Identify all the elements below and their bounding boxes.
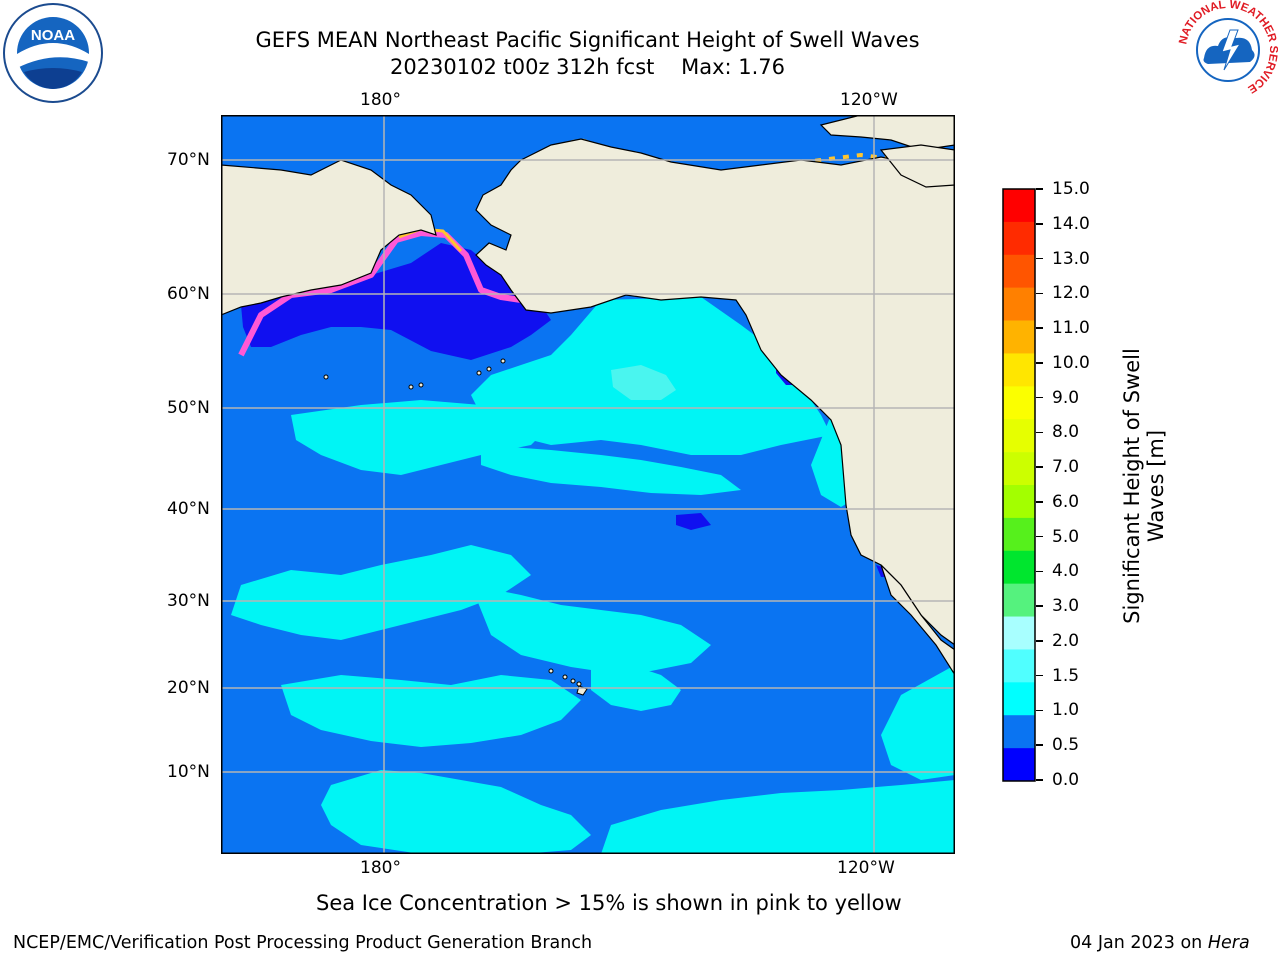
swell-1.5-2m-region	[611, 365, 676, 400]
aleutian-islands	[323, 358, 506, 390]
colorbar-segment	[1003, 353, 1035, 387]
forecast-date: 20230102 t00z 312h fcst	[389, 55, 655, 79]
colorbar-tick-label: 1.5	[1052, 665, 1080, 686]
lon-label-bottom-180: 180°	[360, 858, 401, 878]
colorbar-tick-label: 6.0	[1052, 491, 1080, 512]
colorbar-tick-label: 4.0	[1052, 561, 1080, 582]
colorbar-tick-label: 0.5	[1052, 735, 1080, 756]
colorbar-segment	[1003, 419, 1035, 453]
colorbar-tick-label: 12.0	[1052, 283, 1090, 304]
colorbar-tick-label: 0.0	[1052, 770, 1080, 790]
noaa-logo-text: NOAA	[31, 27, 75, 44]
graticule	[221, 115, 955, 854]
lat-label-40n: 40°N	[167, 499, 210, 519]
colorbar-segment	[1003, 221, 1035, 256]
colorbar-segment	[1003, 583, 1035, 617]
lat-label-70n: 70°N	[167, 150, 210, 170]
colorbar-segment	[1003, 682, 1035, 716]
colorbar-tick-mark	[1036, 396, 1043, 399]
colorbar-tick-label: 7.0	[1052, 457, 1080, 478]
colorbar-tick-label: 10.0	[1052, 352, 1090, 373]
colorbar	[1002, 188, 1036, 782]
colorbar-label: Significant Height of Swell Waves [m]	[1120, 348, 1168, 624]
colorbar-segment	[1003, 485, 1035, 519]
lon-label-top-120w: 120°W	[840, 90, 898, 110]
colorbar-tick-mark	[1036, 431, 1043, 434]
sea-ice-note: Sea Ice Concentration > 15% is shown in …	[316, 891, 902, 915]
noaa-logo: NOAA	[3, 3, 103, 103]
colorbar-tick-label: 1.0	[1052, 700, 1080, 721]
colorbar-tick-mark	[1036, 570, 1043, 573]
land-masses	[221, 115, 955, 677]
lat-label-50n: 50°N	[167, 398, 210, 418]
colorbar-tick-label: 3.0	[1052, 596, 1080, 617]
colorbar-tick-label: 13.0	[1052, 248, 1090, 269]
lat-label-10n: 10°N	[167, 762, 210, 782]
chart-title: GEFS MEAN Northeast Pacific Significant …	[255, 28, 920, 52]
footer-branch: NCEP/EMC/Verification Post Processing Pr…	[13, 933, 593, 953]
colorbar-segment	[1003, 550, 1035, 584]
colorbar-tick-mark	[1036, 605, 1043, 607]
colorbar-tick-mark	[1036, 257, 1043, 260]
colorbar-tick-mark	[1036, 188, 1043, 190]
lon-label-bottom-120w: 120°W	[837, 858, 895, 878]
colorbar-segment	[1003, 452, 1035, 486]
colorbar-tick-mark	[1036, 779, 1043, 781]
colorbar-tick-mark	[1036, 744, 1043, 746]
colorbar-segment	[1003, 517, 1035, 552]
colorbar-segment	[1003, 616, 1035, 650]
colorbar-segment	[1003, 715, 1035, 749]
colorbar-tick-mark	[1036, 674, 1043, 677]
colorbar-tick-mark	[1036, 466, 1043, 468]
chart-subtitle: 20230102 t00z 312h fcst Max: 1.76	[0, 54, 1175, 80]
colorbar-tick-mark	[1036, 501, 1043, 503]
colorbar-tick-mark	[1036, 362, 1043, 364]
colorbar-tick-mark	[1036, 223, 1043, 225]
colorbar-tick-mark	[1036, 535, 1043, 538]
colorbar-tick-label: 11.0	[1052, 318, 1090, 339]
footer-machine: Hera	[1207, 933, 1250, 953]
colorbar-tick-mark	[1036, 327, 1043, 329]
colorbar-tick-label: 15.0	[1052, 179, 1090, 199]
colorbar-tick-label: 2.0	[1052, 630, 1080, 651]
colorbar-segment	[1003, 320, 1035, 354]
swell-height-map	[221, 115, 955, 854]
colorbar-segment	[1003, 254, 1035, 288]
colorbar-tick-label: 14.0	[1052, 213, 1090, 234]
colorbar-tick-mark	[1036, 292, 1043, 295]
colorbar-segment	[1003, 287, 1035, 321]
colorbar-segment	[1003, 748, 1035, 782]
footer-date: 04 Jan 2023 on Hera	[1070, 933, 1250, 953]
lon-label-top-180: 180°	[360, 90, 401, 110]
max-value: Max: 1.76	[681, 55, 786, 79]
colorbar-tick-label: 9.0	[1052, 387, 1080, 408]
lat-label-30n: 30°N	[167, 591, 210, 611]
colorbar-segment	[1003, 189, 1035, 223]
nws-logo: NATIONAL WEATHER SERVICE	[1178, 0, 1278, 98]
lat-label-60n: 60°N	[167, 284, 210, 304]
colorbar-tick-label: 5.0	[1052, 526, 1080, 547]
colorbar-segment	[1003, 649, 1035, 683]
map-frame	[221, 115, 955, 854]
colorbar-tick-mark	[1036, 709, 1043, 712]
colorbar-tick-mark	[1036, 640, 1043, 642]
colorbar-segment	[1003, 386, 1035, 420]
colorbar-tick-label: 8.0	[1052, 422, 1080, 443]
lat-label-20n: 20°N	[167, 678, 210, 698]
